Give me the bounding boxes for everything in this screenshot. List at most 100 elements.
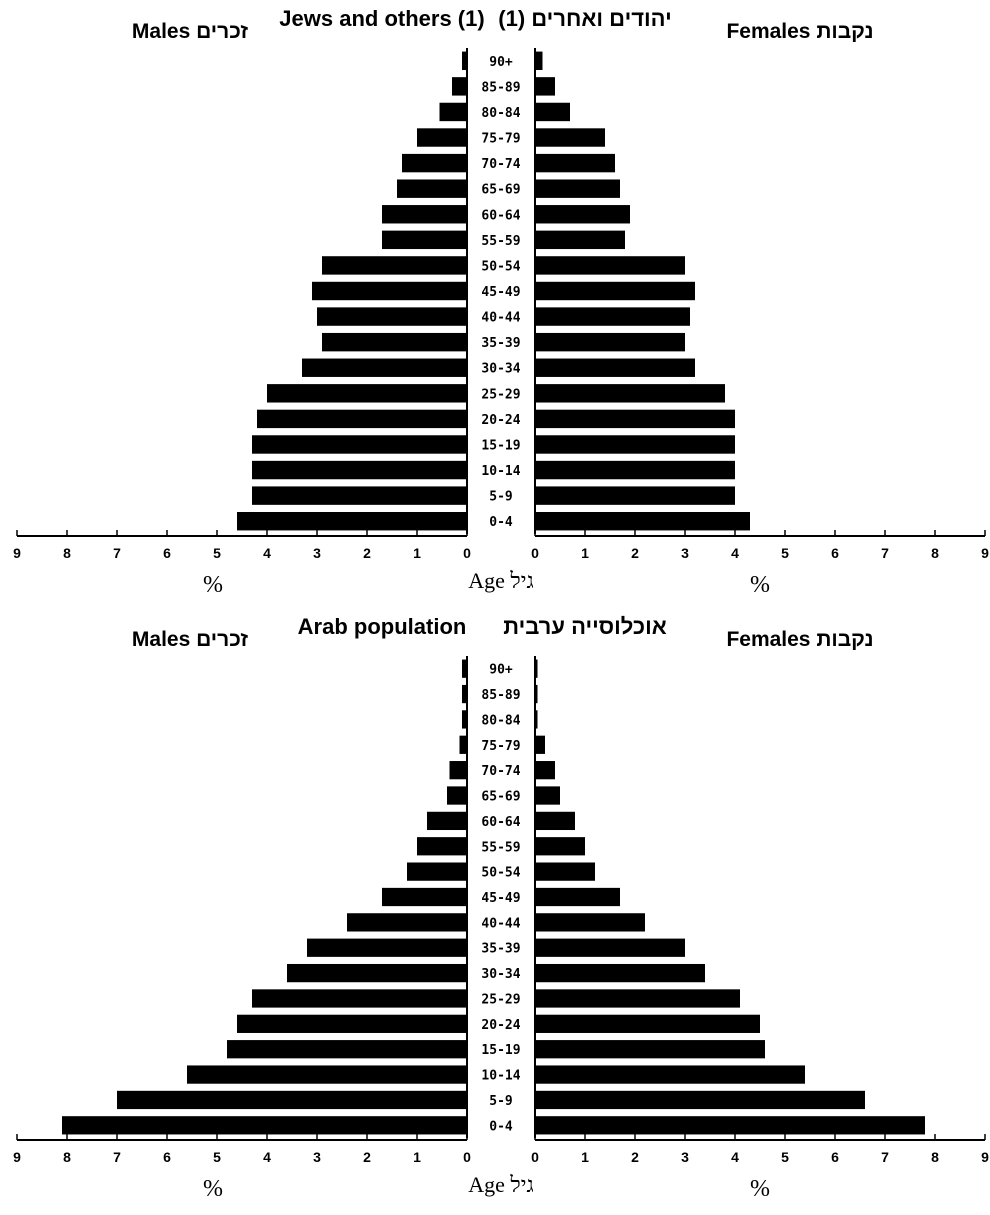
- male-tick-label: 4: [263, 545, 271, 561]
- age-group-label: 45-49: [481, 285, 520, 300]
- female-bar: [535, 435, 735, 454]
- male-tick-label: 1: [413, 545, 421, 561]
- female-bar: [535, 659, 538, 678]
- male-bar: [452, 77, 467, 96]
- age-axis-label: Age גיל: [468, 1172, 533, 1197]
- age-group-label: 15-19: [481, 438, 520, 453]
- age-group-label: 15-19: [481, 1043, 520, 1058]
- females-label: Females נקבות: [726, 628, 873, 651]
- females-label: Females נקבות: [726, 20, 873, 43]
- male-tick-label: 5: [213, 1149, 221, 1165]
- female-bar: [535, 486, 735, 505]
- male-bar: [397, 179, 467, 198]
- female-bar: [535, 281, 695, 301]
- male-bar: [252, 435, 467, 454]
- age-group-label: 20-24: [481, 1018, 520, 1033]
- female-bar: [535, 811, 575, 831]
- female-bar: [535, 837, 585, 856]
- age-group-label: 30-34: [481, 362, 520, 377]
- male-percent-unit: %: [203, 572, 223, 598]
- female-bar: [535, 77, 555, 96]
- female-tick-label: 7: [881, 545, 889, 561]
- female-bar: [535, 102, 570, 122]
- male-bar: [407, 862, 467, 881]
- male-bar: [427, 811, 467, 831]
- male-tick-label: 6: [163, 1149, 171, 1165]
- male-tick-label: 8: [63, 545, 71, 561]
- female-percent-unit: %: [750, 1176, 770, 1202]
- female-bar: [535, 358, 695, 377]
- female-bar: [535, 887, 620, 907]
- female-tick-label: 6: [831, 545, 839, 561]
- female-bar: [535, 460, 735, 480]
- age-group-label: 65-69: [481, 790, 520, 805]
- male-bar: [302, 358, 467, 377]
- male-bar: [417, 128, 467, 147]
- female-bar: [535, 205, 630, 224]
- male-tick-label: 0: [463, 1149, 471, 1165]
- female-bar: [535, 1065, 805, 1084]
- male-bar: [322, 256, 467, 275]
- male-bar: [252, 989, 467, 1008]
- male-bar: [462, 710, 467, 729]
- male-bar: [347, 913, 467, 932]
- age-group-label: 80-84: [481, 713, 520, 728]
- male-bar: [252, 486, 467, 505]
- age-group-label: 90+: [489, 55, 513, 70]
- female-bar: [535, 684, 538, 704]
- female-bar: [535, 1014, 760, 1033]
- female-tick-label: 3: [681, 1149, 689, 1165]
- male-percent-unit: %: [203, 1176, 223, 1202]
- female-tick-label: 9: [981, 545, 989, 561]
- male-bar: [382, 230, 467, 250]
- female-bar: [535, 1116, 925, 1135]
- age-group-label: 45-49: [481, 891, 520, 906]
- male-bar: [462, 51, 467, 70]
- male-bar: [447, 786, 467, 805]
- age-group-label: 30-34: [481, 967, 520, 982]
- female-tick-label: 7: [881, 1149, 889, 1165]
- male-bar: [439, 102, 467, 122]
- female-tick-label: 8: [931, 1149, 939, 1165]
- chart-title-he: יהודים ואחרים (1): [498, 6, 671, 31]
- age-group-label: 90+: [489, 663, 513, 678]
- male-bar: [402, 153, 467, 173]
- male-bar: [267, 384, 467, 403]
- male-bar: [312, 281, 467, 301]
- age-group-label: 75-79: [481, 739, 520, 754]
- female-bar: [535, 179, 620, 198]
- female-bar: [535, 710, 538, 729]
- chart-title-he: אוכלוסייה ערבית: [503, 614, 666, 639]
- pyramid-arab-population: Arab population אוכלוסייה ערבית Males זכרי…: [13, 614, 989, 1202]
- female-bar: [535, 963, 705, 983]
- female-tick-label: 9: [981, 1149, 989, 1165]
- age-group-label: 70-74: [481, 157, 520, 172]
- female-bar: [535, 128, 605, 147]
- male-bar: [322, 332, 467, 352]
- female-tick-label: 6: [831, 1149, 839, 1165]
- male-bar: [307, 938, 467, 957]
- female-tick-label: 3: [681, 545, 689, 561]
- age-group-label: 75-79: [481, 132, 520, 147]
- female-tick-label: 8: [931, 545, 939, 561]
- male-bar: [382, 205, 467, 224]
- male-tick-label: 2: [363, 545, 371, 561]
- age-group-label: 40-44: [481, 311, 520, 326]
- chart-title-en: Arab population: [298, 614, 467, 639]
- male-tick-label: 1: [413, 1149, 421, 1165]
- male-tick-label: 0: [463, 545, 471, 561]
- female-bar: [535, 153, 615, 173]
- age-group-label: 65-69: [481, 183, 520, 198]
- male-tick-label: 9: [13, 545, 21, 561]
- age-axis-label: Age גיל: [468, 568, 533, 593]
- age-group-label: 0-4: [489, 515, 513, 530]
- chart-title-en: Jews and others (1): [279, 6, 484, 31]
- male-tick-label: 9: [13, 1149, 21, 1165]
- male-bar: [462, 659, 467, 678]
- male-bar: [237, 512, 467, 531]
- female-tick-label: 2: [631, 545, 639, 561]
- pyramid-jews-and-others: Jews and others (1) יהודים ואחרים (1) Male…: [13, 6, 989, 598]
- male-tick-label: 7: [113, 545, 121, 561]
- male-bar: [237, 1014, 467, 1033]
